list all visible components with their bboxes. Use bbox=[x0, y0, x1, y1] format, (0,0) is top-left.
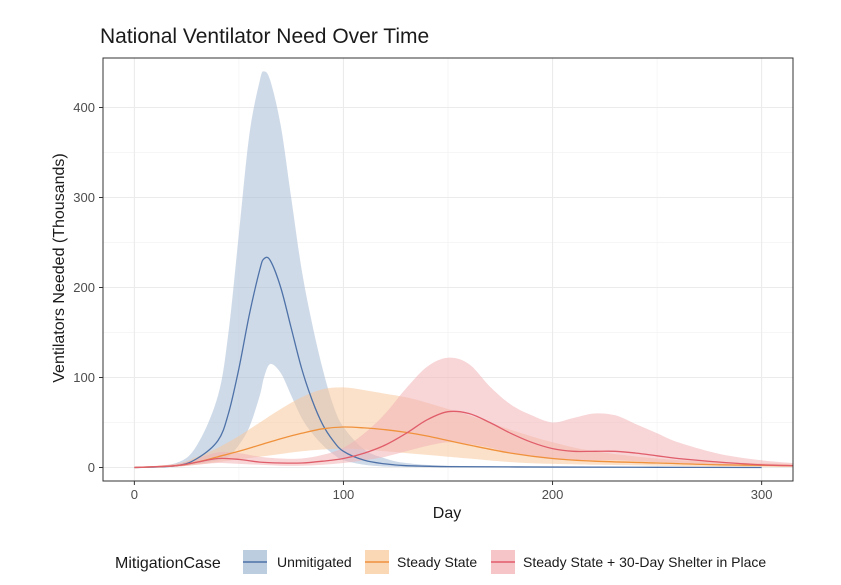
y-tick-label: 400 bbox=[73, 100, 95, 115]
x-axis-ticks: 0 100 200 300 bbox=[131, 481, 773, 502]
legend-item-3: Steady State + 30-Day Shelter in Place bbox=[491, 550, 766, 574]
legend: MitigationCase Unmitigated Steady State St… bbox=[115, 550, 766, 574]
legend-title: MitigationCase bbox=[115, 555, 221, 572]
plot-area bbox=[103, 58, 793, 481]
legend-label: Steady State + 30-Day Shelter in Place bbox=[523, 554, 766, 570]
x-axis-title: Day bbox=[433, 505, 461, 522]
y-tick-label: 300 bbox=[73, 190, 95, 205]
y-tick-label: 0 bbox=[88, 460, 95, 475]
y-tick-label: 200 bbox=[73, 280, 95, 295]
y-tick-label: 100 bbox=[73, 370, 95, 385]
legend-item-2: Steady State bbox=[365, 550, 477, 574]
y-axis-ticks: 0 100 200 300 400 bbox=[73, 100, 103, 475]
legend-item-1: Unmitigated bbox=[243, 550, 352, 574]
x-tick-label: 300 bbox=[751, 487, 773, 502]
chart-title: National Ventilator Need Over Time bbox=[100, 25, 429, 48]
y-axis-title: Ventilators Needed (Thousands) bbox=[51, 153, 68, 382]
legend-label: Unmitigated bbox=[277, 554, 352, 570]
legend-label: Steady State bbox=[397, 554, 477, 570]
x-tick-label: 200 bbox=[542, 487, 564, 502]
x-tick-label: 0 bbox=[131, 487, 138, 502]
x-tick-label: 100 bbox=[333, 487, 355, 502]
